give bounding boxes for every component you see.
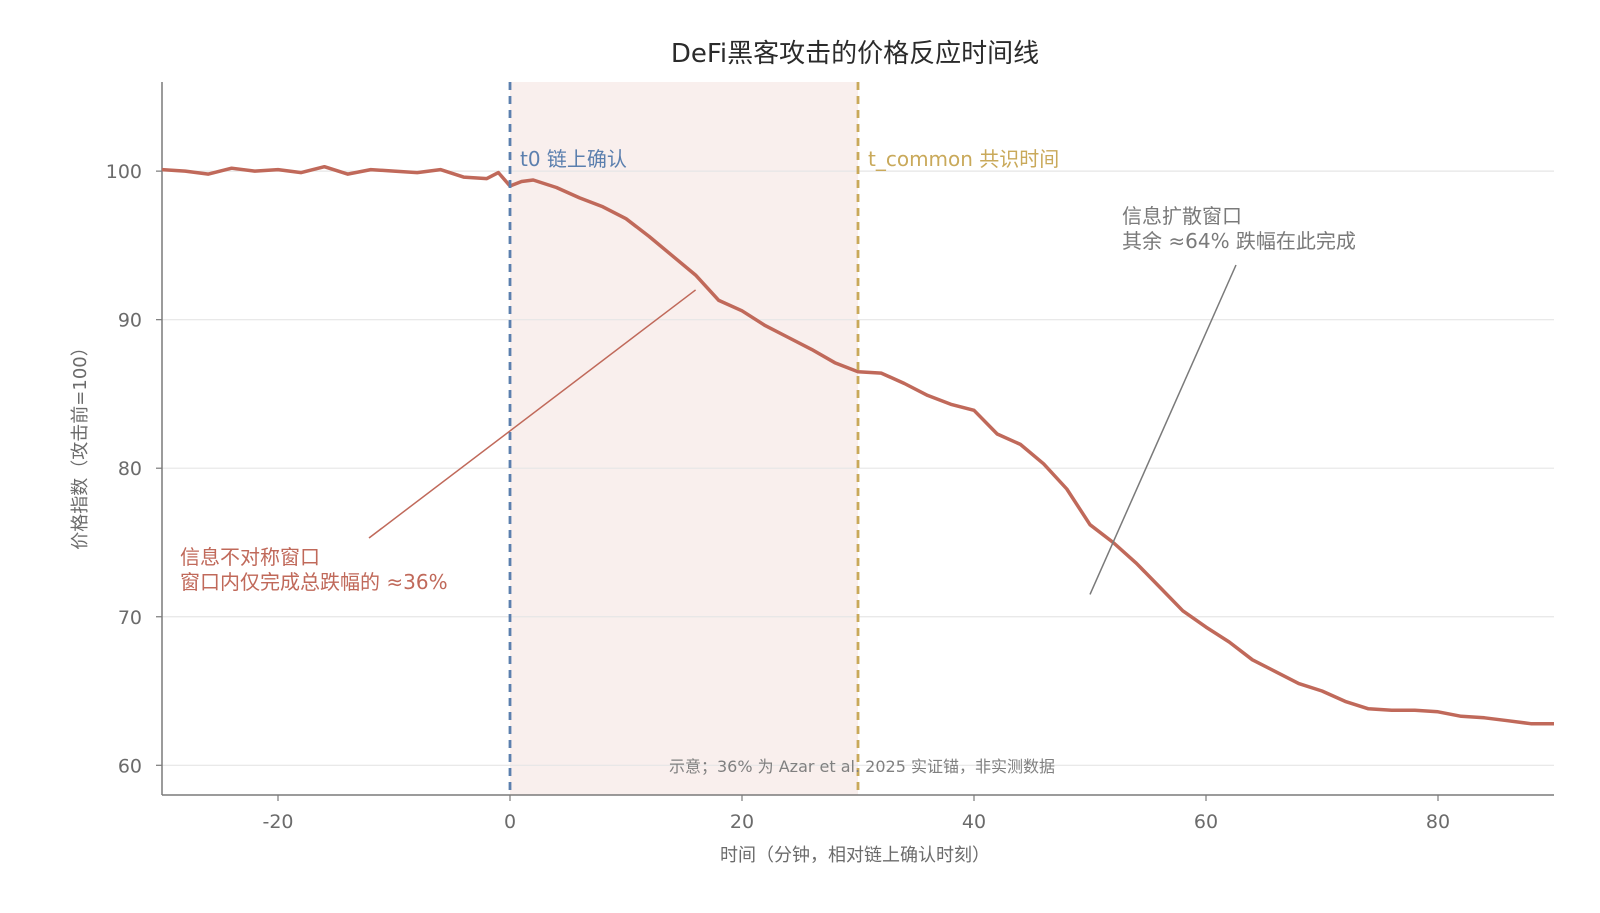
chart-note: 示意；36% 为 Azar et al. 2025 实证锚，非实测数据 <box>669 757 1055 776</box>
y-tick-label: 60 <box>118 755 142 777</box>
annotation-leader-1 <box>1089 264 1237 595</box>
x-tick-label: 60 <box>1194 811 1218 833</box>
x-tick-label: -20 <box>262 811 293 833</box>
y-axis-title: 价格指数（攻击前=100） <box>70 338 91 549</box>
shaded-region <box>510 82 858 795</box>
annotation-text-0: 窗口内仅完成总跌幅的 ≈36% <box>180 570 448 594</box>
vline-label-0: t0 链上确认 <box>520 147 627 171</box>
y-tick-label: 70 <box>118 607 142 629</box>
x-tick-label: 0 <box>504 811 516 833</box>
annotation-text-0: 信息不对称窗口 <box>180 545 320 569</box>
annotation-text-1: 其余 ≈64% 跌幅在此完成 <box>1122 229 1356 253</box>
y-tick-label: 90 <box>118 310 142 332</box>
x-tick-label: 40 <box>962 811 986 833</box>
x-tick-label: 80 <box>1426 811 1450 833</box>
x-axis-title: 时间（分钟，相对链上确认时刻） <box>720 845 990 866</box>
y-tick-label: 80 <box>118 458 142 480</box>
y-tick-label: 100 <box>106 161 142 183</box>
price-series-line <box>161 164 1554 726</box>
chart-title: DeFi黑客攻击的价格反应时间线 <box>671 39 1039 69</box>
annotation-text-1: 信息扩散窗口 <box>1122 204 1242 228</box>
vline-label-1: t_common 共识时间 <box>868 147 1059 171</box>
plot-area: 60 70 80 90 100 -20 0 20 40 60 80 t0 链上确认 t_common 共… <box>106 82 1555 833</box>
annotation-leader-0 <box>368 289 697 539</box>
x-tick-label: 20 <box>730 811 754 833</box>
